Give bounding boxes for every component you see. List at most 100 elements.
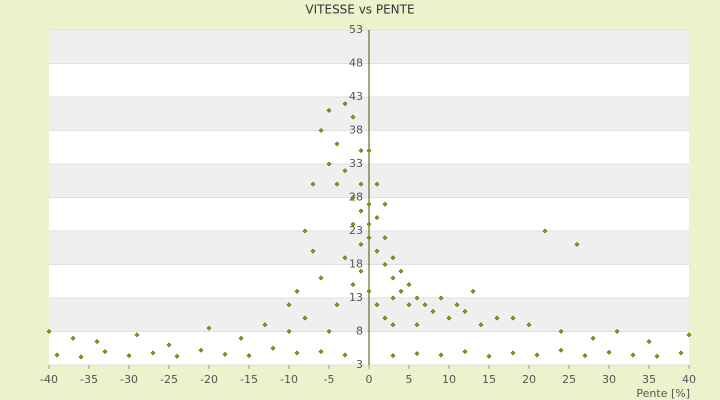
point (414, 322, 420, 328)
point (78, 354, 84, 360)
x-tick-label: -20 (200, 373, 218, 386)
x-tick-label: 15 (482, 373, 496, 386)
x-tick-label: -10 (280, 373, 298, 386)
point (70, 335, 76, 341)
point (390, 295, 396, 301)
point (486, 353, 492, 359)
point (366, 201, 372, 207)
point (342, 352, 348, 358)
y-tick-label: 18 (349, 258, 363, 271)
point (438, 295, 444, 301)
point (342, 168, 348, 174)
point (334, 141, 340, 147)
point (478, 322, 484, 328)
x-tick-label: -15 (240, 373, 258, 386)
x-tick-label: 0 (366, 373, 373, 386)
y-tick-label: 33 (349, 157, 363, 170)
point (390, 322, 396, 328)
point (286, 329, 292, 334)
point (646, 339, 652, 344)
y-tick-label: 3 (356, 358, 363, 371)
point (398, 288, 404, 294)
point (198, 347, 204, 353)
y-tick-label: 53 (349, 23, 363, 36)
x-tick-label: -30 (120, 373, 138, 386)
x-tick-label: -40 (40, 373, 58, 386)
point (358, 241, 364, 247)
x-tick-label: 20 (522, 373, 536, 386)
y-tick-label: 48 (349, 57, 363, 70)
point (542, 228, 548, 234)
point (350, 221, 356, 227)
point (358, 208, 364, 214)
point (318, 349, 324, 355)
point (510, 315, 516, 321)
y-tick-label: 43 (349, 90, 363, 103)
point (366, 235, 372, 241)
point (54, 352, 60, 358)
point (454, 302, 460, 308)
point (126, 353, 132, 359)
point (174, 353, 180, 359)
y-tick-label: 13 (349, 291, 363, 304)
point (342, 101, 348, 107)
point (382, 262, 388, 267)
x-tick-label: -5 (324, 373, 335, 386)
point (398, 268, 404, 274)
point (270, 345, 276, 351)
point (262, 322, 268, 328)
point (414, 351, 420, 357)
point (374, 302, 380, 308)
x-tick-label: 25 (562, 373, 576, 386)
x-tick-label: 30 (602, 373, 616, 386)
point (382, 201, 388, 207)
x-tick-label: 40 (682, 373, 696, 386)
y-tick-label: 8 (356, 325, 363, 338)
point (382, 315, 388, 321)
x-axis-label: Pente [%] (636, 387, 690, 400)
point (46, 329, 52, 334)
point (166, 342, 172, 348)
point (302, 315, 308, 321)
point (606, 349, 612, 355)
point (558, 329, 564, 334)
point (366, 221, 372, 227)
point (102, 349, 108, 355)
point (654, 353, 660, 359)
point (358, 148, 364, 154)
point (366, 148, 372, 154)
point (686, 332, 692, 338)
point (406, 282, 412, 288)
chart-title: VITESSE vs PENTE (305, 3, 414, 17)
point (430, 308, 436, 314)
point (350, 114, 356, 120)
point (374, 215, 380, 221)
x-tick-label: 35 (642, 373, 656, 386)
point (238, 335, 244, 341)
point (246, 353, 252, 359)
point (494, 315, 500, 321)
point (526, 322, 532, 328)
point (358, 268, 364, 274)
point (390, 255, 396, 261)
point (558, 347, 564, 353)
point (302, 228, 308, 234)
x-tick-label: 5 (406, 373, 413, 386)
point (358, 181, 364, 187)
point (326, 161, 332, 167)
point (390, 275, 396, 281)
point (318, 275, 324, 281)
point (350, 195, 356, 200)
point (374, 248, 380, 254)
point (534, 352, 540, 358)
point (678, 350, 684, 356)
point (326, 107, 332, 113)
point (350, 282, 356, 288)
point (286, 302, 292, 308)
point (94, 339, 100, 344)
point (310, 248, 316, 254)
point (366, 288, 372, 294)
point (342, 255, 348, 261)
point (334, 181, 340, 187)
point (510, 350, 516, 356)
